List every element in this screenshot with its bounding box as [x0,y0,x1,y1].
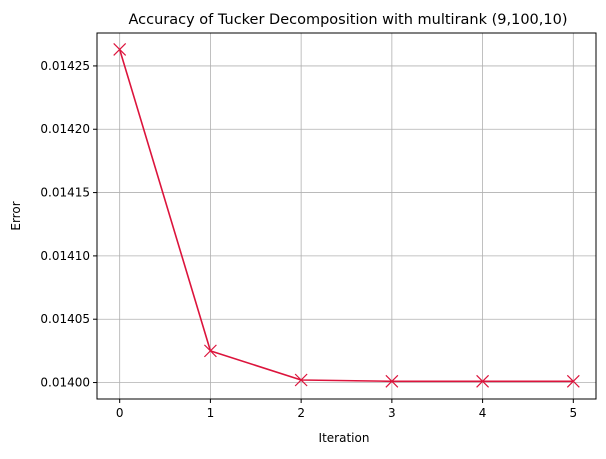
x-tick-label: 3 [388,406,396,420]
y-tick-label: 0.01420 [40,122,90,136]
plot-frame [96,32,597,400]
x-tick-label: 5 [569,406,577,420]
x-axis-label: Iteration [319,431,370,445]
y-tick-label: 0.01410 [40,249,90,263]
grid [97,33,596,399]
y-tick-label: 0.01400 [40,376,90,390]
series-line [118,49,574,383]
data-point-marker [113,43,127,56]
data-point-marker [476,374,490,388]
series-layer [113,43,580,388]
data-point-marker [203,344,217,358]
y-tick-label: 0.01405 [40,312,90,326]
chart-title: Accuracy of Tucker Decomposition with mu… [128,12,567,28]
x-tick-label: 2 [297,406,305,420]
x-axis-ticks: 0 1 2 3 4 5 [116,399,577,420]
x-tick-label: 1 [207,406,215,420]
data-point-marker [385,374,399,388]
data-point-marker [294,373,308,387]
y-tick-label: 0.01415 [40,186,90,200]
y-axis-ticks: 0.01400 0.01405 0.01410 0.01415 0.01420 0.014… [40,59,97,390]
data-point-marker [566,374,580,388]
x-tick-label: 0 [116,406,124,420]
x-tick-label: 4 [479,406,487,420]
y-tick-label: 0.01425 [40,59,90,73]
y-axis-label: Error [9,201,23,230]
